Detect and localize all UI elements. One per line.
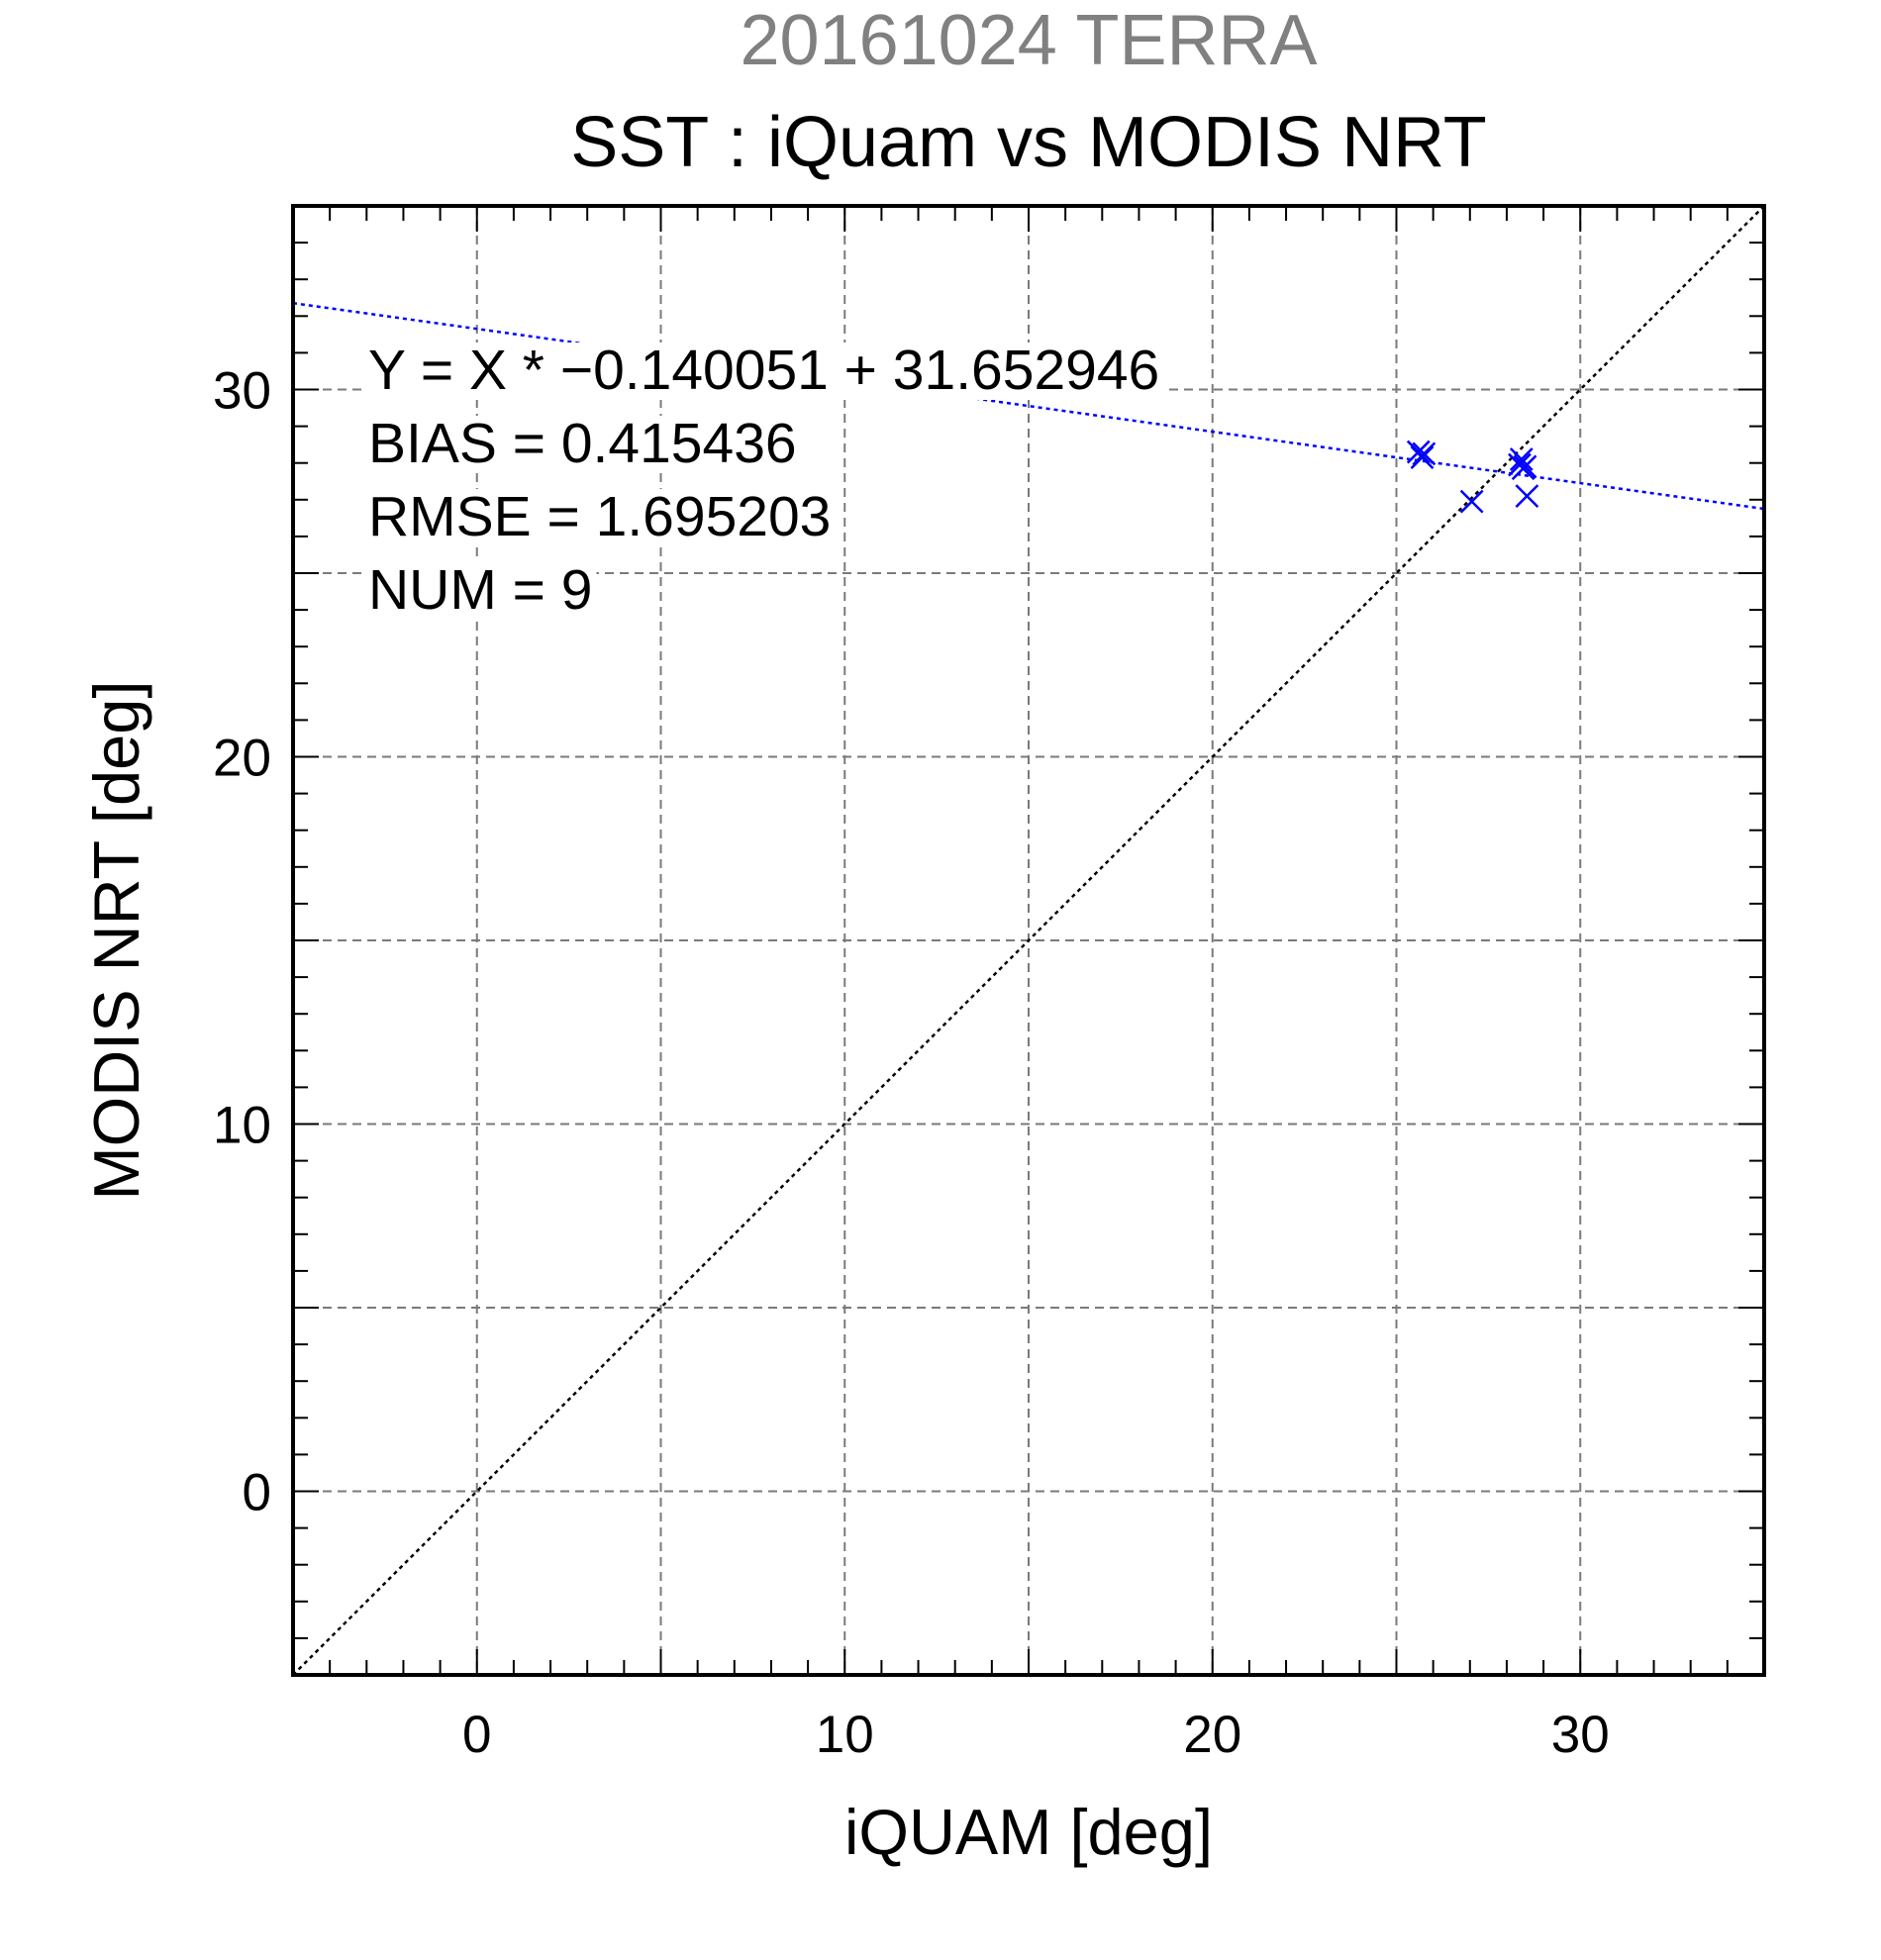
y-tick-label: 10 — [213, 1097, 271, 1155]
data-point — [1459, 489, 1484, 514]
regression-line — [292, 301, 1765, 511]
stat-background — [364, 343, 1164, 400]
chart-supertitle: 20161024 TERRA — [740, 1, 1317, 80]
x-tick-label: 10 — [816, 1706, 874, 1764]
x-tick-label: 20 — [1183, 1706, 1241, 1764]
data-point — [1515, 484, 1539, 508]
tick-labels: 0 10 20 30 0 10 20 30 — [213, 362, 1610, 1765]
axis-ticks — [293, 206, 1764, 1675]
data-points — [1406, 440, 1539, 514]
stat-background — [364, 489, 836, 546]
y-tick-label: 30 — [213, 362, 271, 421]
data-point — [1412, 441, 1436, 466]
data-point — [1410, 445, 1435, 470]
x-axis-label: iQUAM [deg] — [844, 1796, 1213, 1868]
identity-line — [292, 205, 1765, 1676]
plot-frame — [291, 204, 1766, 1677]
rmse-stat: RMSE = 1.695203 — [368, 485, 831, 548]
num-stat: NUM = 9 — [368, 558, 592, 622]
bias-stat: BIAS = 0.415436 — [368, 412, 797, 475]
y-tick-label: 20 — [213, 730, 271, 788]
reference-lines — [292, 205, 1765, 1676]
chart-title: SST : iQuam vs MODIS NRT — [570, 103, 1487, 182]
x-tick-label: 0 — [462, 1706, 491, 1764]
x-tick-label: 30 — [1551, 1706, 1610, 1764]
stat-background — [364, 562, 597, 620]
y-tick-label: 0 — [243, 1464, 271, 1522]
stats-block: Y = X * −0.140051 + 31.652946 BIAS = 0.4… — [364, 339, 1164, 622]
data-point — [1509, 447, 1534, 471]
stat-background — [364, 416, 801, 473]
regression-equation: Y = X * −0.140051 + 31.652946 — [368, 339, 1159, 402]
y-axis-label: MODIS NRT [deg] — [80, 681, 152, 1201]
data-point — [1511, 456, 1535, 481]
data-point — [1406, 440, 1431, 464]
